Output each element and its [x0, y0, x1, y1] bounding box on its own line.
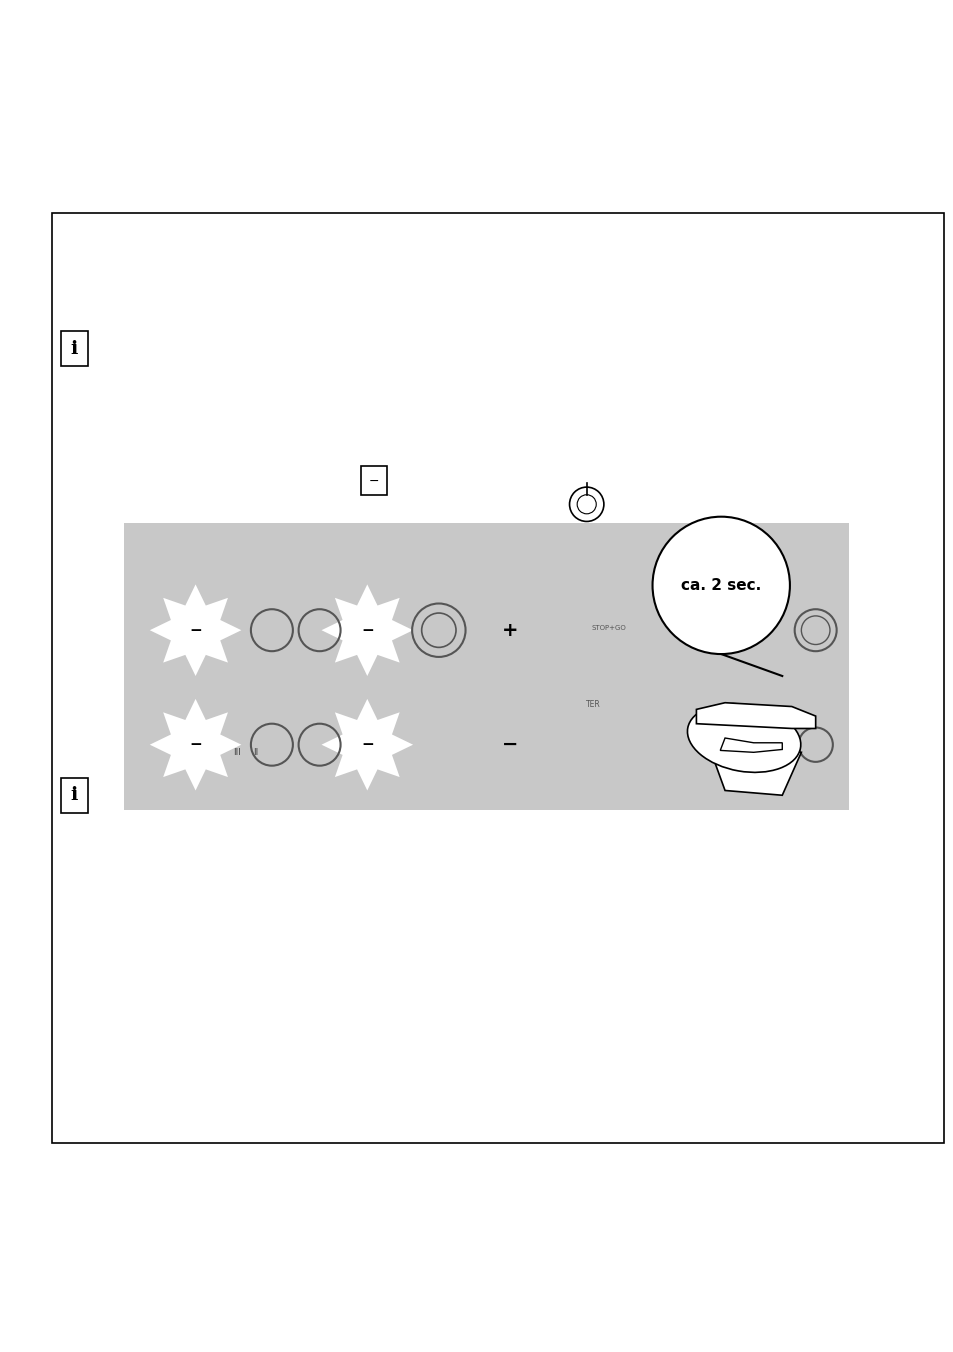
Polygon shape [150, 584, 241, 676]
FancyBboxPatch shape [61, 331, 88, 366]
Polygon shape [321, 584, 413, 676]
FancyBboxPatch shape [124, 523, 848, 810]
Polygon shape [321, 699, 413, 791]
Text: −: − [360, 623, 374, 638]
Text: −: − [368, 475, 379, 488]
Text: +: + [501, 621, 518, 639]
Text: II: II [253, 748, 258, 757]
Text: i: i [71, 787, 78, 804]
Circle shape [652, 516, 789, 654]
FancyBboxPatch shape [61, 777, 88, 813]
Polygon shape [705, 738, 801, 795]
Polygon shape [696, 703, 815, 729]
Circle shape [577, 495, 596, 514]
Text: −: − [360, 737, 374, 752]
Text: III: III [233, 748, 240, 757]
Text: −: − [189, 737, 202, 752]
FancyBboxPatch shape [52, 214, 943, 1144]
Text: STOP+GO: STOP+GO [591, 625, 625, 631]
Text: −: − [189, 623, 202, 638]
Text: i: i [71, 339, 78, 358]
Polygon shape [720, 738, 781, 752]
Ellipse shape [687, 703, 800, 772]
Text: −: − [501, 735, 518, 754]
Circle shape [569, 487, 603, 522]
FancyBboxPatch shape [360, 466, 387, 495]
Text: ca. 2 sec.: ca. 2 sec. [680, 577, 760, 594]
Polygon shape [150, 699, 241, 791]
Text: TER: TER [585, 700, 600, 708]
